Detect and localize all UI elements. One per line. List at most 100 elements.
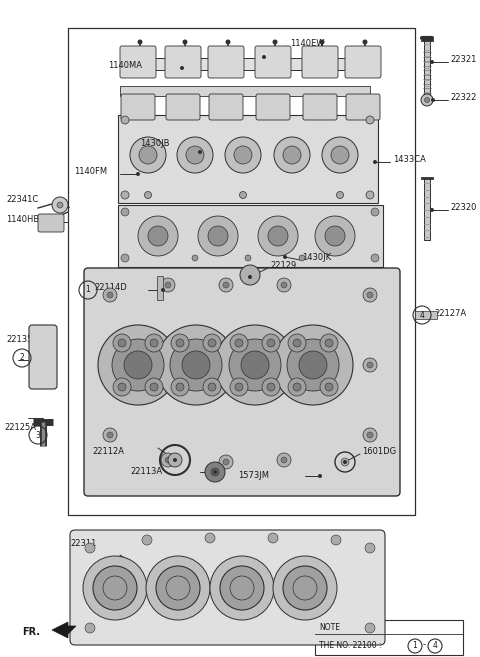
Circle shape (262, 55, 266, 59)
Text: 22113A: 22113A (130, 468, 162, 476)
Text: 22127A: 22127A (434, 309, 466, 319)
Circle shape (113, 334, 131, 352)
Circle shape (219, 278, 233, 292)
Text: 4: 4 (432, 641, 437, 650)
Circle shape (241, 351, 269, 379)
Bar (118, 115, 378, 203)
Text: 22114D: 22114D (94, 284, 127, 292)
Circle shape (229, 339, 281, 391)
Circle shape (161, 288, 165, 292)
FancyBboxPatch shape (38, 214, 64, 232)
Circle shape (113, 378, 131, 396)
Circle shape (198, 216, 238, 256)
Circle shape (293, 383, 301, 391)
Circle shape (182, 39, 188, 45)
FancyBboxPatch shape (208, 46, 244, 78)
Text: 22112A: 22112A (92, 447, 124, 457)
Text: 22321: 22321 (450, 55, 476, 64)
Circle shape (208, 226, 228, 246)
Circle shape (213, 470, 217, 474)
Circle shape (205, 462, 225, 482)
Circle shape (145, 334, 163, 352)
Circle shape (156, 566, 200, 610)
Circle shape (208, 383, 216, 391)
Text: -: - (422, 641, 425, 650)
Text: 1433CA: 1433CA (393, 156, 426, 164)
Circle shape (320, 334, 338, 352)
Circle shape (258, 216, 298, 256)
Circle shape (171, 334, 189, 352)
Circle shape (136, 172, 140, 176)
Circle shape (176, 339, 184, 347)
FancyBboxPatch shape (256, 94, 290, 120)
Text: 22129: 22129 (270, 260, 296, 269)
Circle shape (325, 339, 333, 347)
Circle shape (103, 428, 117, 442)
Circle shape (144, 191, 152, 198)
Circle shape (137, 39, 143, 45)
Circle shape (287, 339, 339, 391)
Bar (424, 40, 430, 95)
Circle shape (274, 137, 310, 173)
Circle shape (281, 282, 287, 288)
Circle shape (277, 453, 291, 467)
Circle shape (121, 254, 129, 262)
FancyBboxPatch shape (165, 46, 201, 78)
Text: 1140HB: 1140HB (6, 215, 39, 225)
Circle shape (150, 339, 158, 347)
Circle shape (118, 339, 126, 347)
Circle shape (245, 255, 251, 261)
Text: 22125A: 22125A (4, 424, 36, 432)
Bar (424, 178, 430, 240)
Circle shape (336, 191, 344, 198)
Circle shape (182, 351, 210, 379)
Circle shape (430, 60, 434, 64)
Circle shape (363, 428, 377, 442)
Circle shape (121, 191, 129, 199)
Circle shape (139, 146, 157, 164)
Text: 1140EW: 1140EW (290, 39, 324, 47)
Text: 22341C: 22341C (6, 196, 38, 204)
Circle shape (322, 137, 358, 173)
Circle shape (52, 197, 68, 213)
Circle shape (205, 533, 215, 543)
Circle shape (186, 146, 204, 164)
FancyBboxPatch shape (29, 325, 57, 389)
Bar (315, 620, 463, 655)
Circle shape (268, 226, 288, 246)
Circle shape (85, 543, 95, 553)
Circle shape (273, 39, 277, 45)
Polygon shape (52, 622, 76, 638)
Circle shape (121, 116, 129, 124)
Text: 1140MA: 1140MA (108, 60, 142, 70)
Circle shape (240, 191, 247, 198)
Circle shape (146, 556, 210, 620)
Circle shape (192, 255, 198, 261)
Bar (118, 205, 383, 267)
Circle shape (165, 457, 171, 463)
Circle shape (235, 383, 243, 391)
Circle shape (220, 566, 264, 610)
Circle shape (341, 458, 349, 466)
FancyBboxPatch shape (302, 46, 338, 78)
Circle shape (320, 378, 338, 396)
Circle shape (85, 623, 95, 633)
Circle shape (315, 216, 355, 256)
Circle shape (343, 460, 347, 464)
Text: 1573JM: 1573JM (238, 470, 269, 480)
FancyBboxPatch shape (120, 46, 156, 78)
Circle shape (170, 339, 222, 391)
Circle shape (210, 556, 274, 620)
Circle shape (268, 533, 278, 543)
Text: 3: 3 (36, 430, 40, 440)
Bar (157, 276, 163, 300)
Circle shape (112, 339, 164, 391)
Circle shape (107, 432, 113, 438)
Circle shape (277, 278, 291, 292)
Circle shape (288, 378, 306, 396)
Text: 1: 1 (413, 641, 418, 650)
Circle shape (365, 543, 375, 553)
Bar (415, 311, 437, 319)
FancyBboxPatch shape (84, 268, 400, 496)
Bar (120, 58, 370, 70)
